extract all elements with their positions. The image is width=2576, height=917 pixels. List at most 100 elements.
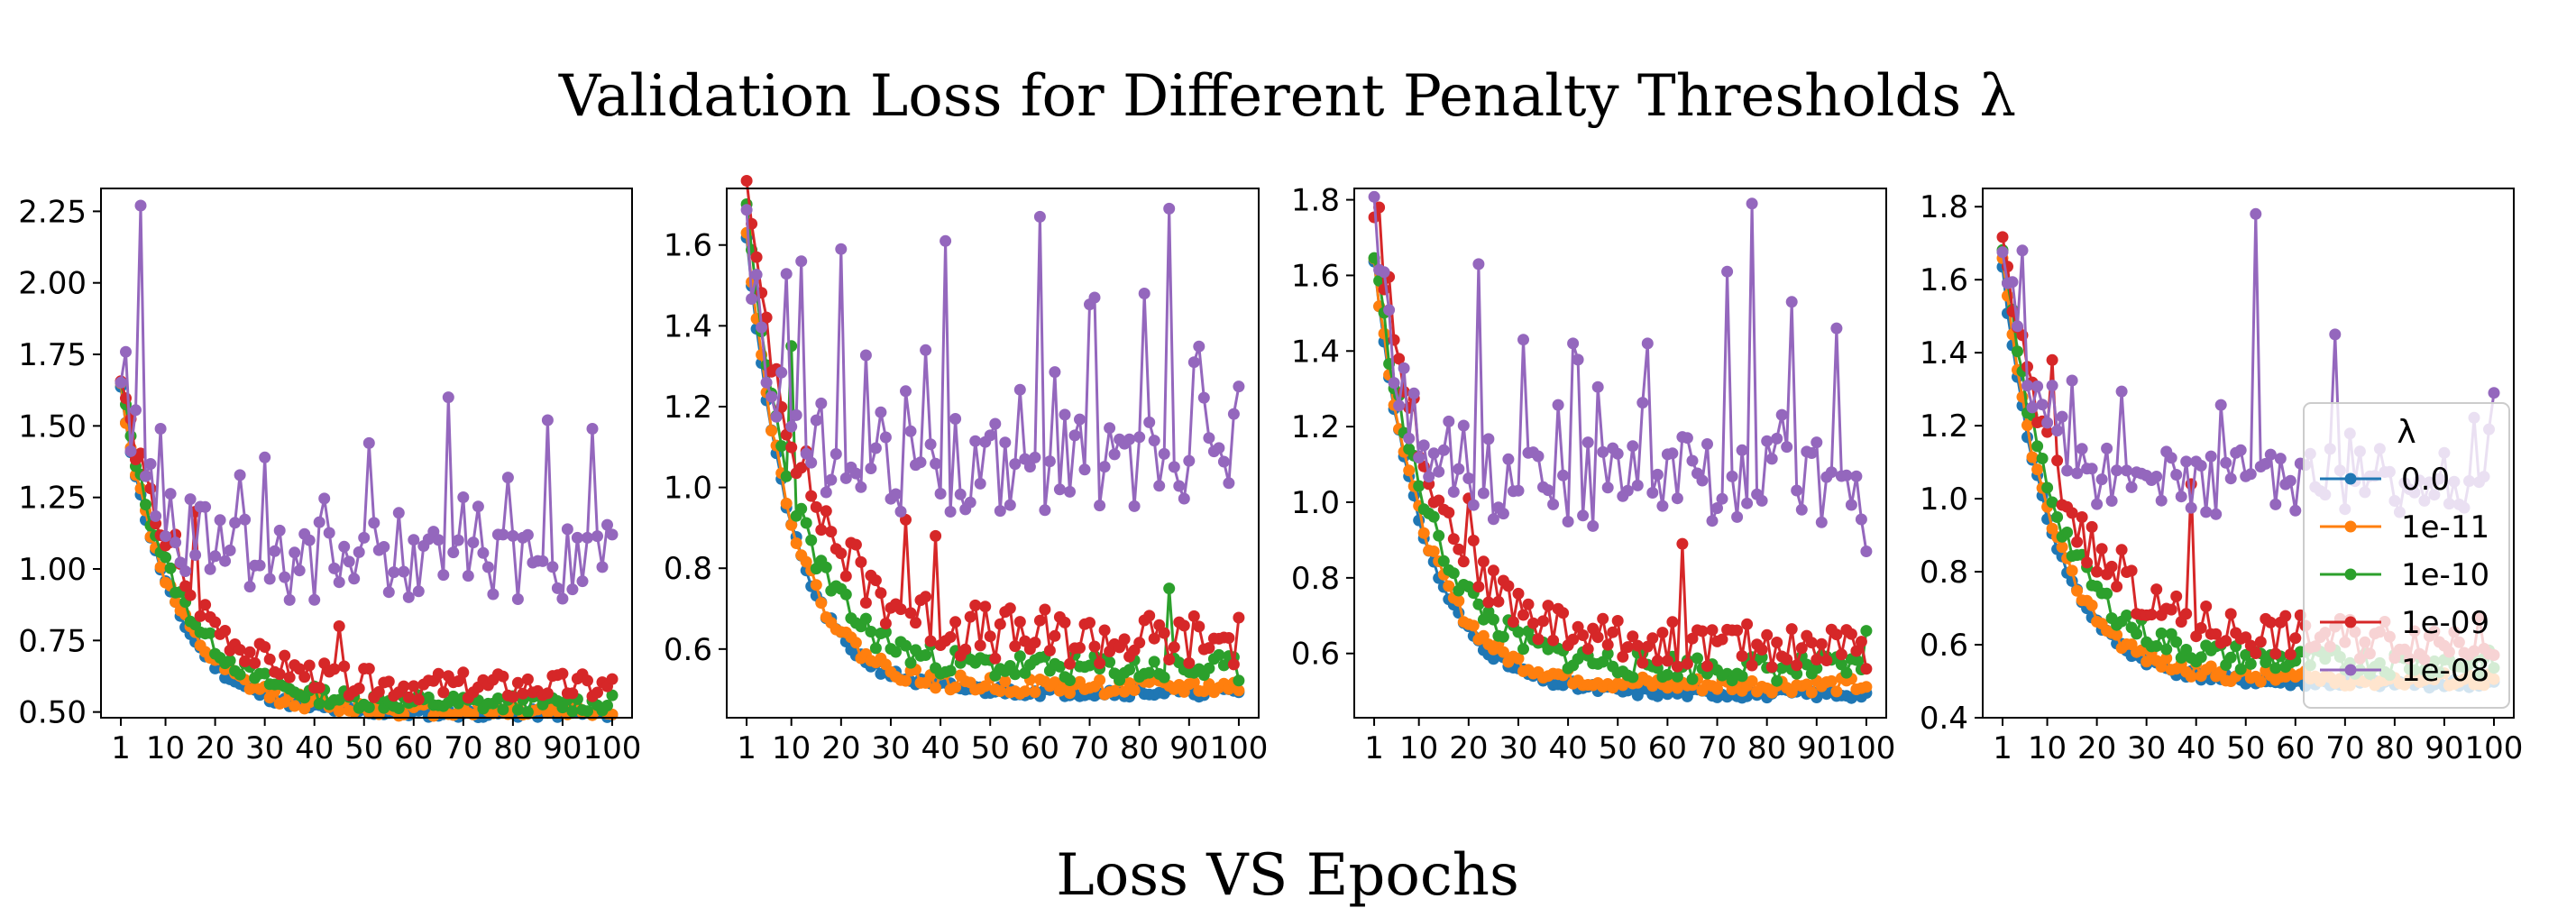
data-point [1845,628,1857,640]
data-point [770,410,783,423]
data-point [1646,632,1659,645]
data-point [1178,492,1190,505]
data-point [795,462,808,474]
data-point [1383,304,1396,316]
data-point [536,555,549,567]
data-point [974,477,986,490]
x-tick-label: 90 [2425,730,2463,766]
data-point [1233,684,1245,697]
data-point [2041,417,2054,429]
data-point [1547,634,1560,646]
data-point [491,692,504,704]
data-point [2012,320,2023,333]
data-point [2066,564,2078,577]
x-tick-label: 80 [1120,730,1159,766]
data-point [815,524,828,536]
data-point [273,668,286,681]
data-point [566,583,579,596]
data-point [2115,385,2128,398]
data-point [2150,640,2163,652]
data-point [333,576,345,589]
data-point [900,639,912,652]
data-point [2105,560,2118,573]
data-point [1197,391,1210,404]
data-point [452,675,464,687]
data-point [1761,435,1774,447]
data-point [541,687,554,700]
y-tick-label: 1.0 [1920,481,1968,518]
data-point [1830,628,1843,641]
data-point [1661,655,1673,667]
data-point [1467,535,1480,546]
data-point [154,561,167,573]
data-point [780,268,793,280]
data-point [566,705,579,718]
data-point [920,591,932,603]
data-point [576,575,589,588]
x-tick-label: 100 [583,730,642,766]
data-point [1118,685,1131,698]
data-point [1049,629,1061,642]
data-point [2269,498,2282,510]
data-point [800,555,812,568]
data-point [2115,544,2128,556]
legend-entry: 0.0 [2320,462,2450,498]
data-point [1746,659,1758,672]
data-point [1696,474,1709,487]
x-tick-label: 10 [2028,730,2067,766]
data-point [517,687,529,700]
x-tick-label: 90 [1169,730,1208,766]
data-point [1088,640,1101,653]
data-point [1193,620,1205,633]
chart-panel-3: 1 10 20 30 40 50 60 70 80 90 100 0.6 0.8 1.0 1.2 1.4 1.6… [1291,183,1895,766]
data-point [1840,469,1853,481]
plot-area [1368,190,1873,704]
panels: 1 10 20 30 40 50 60 70 80 90 1000.500.751.001.251.… [18,175,2523,766]
data-point [1845,499,1857,511]
data-point [1013,616,1026,628]
data-point [546,561,559,573]
data-point [219,555,232,567]
data-point [1681,657,1693,670]
data-point [2046,496,2058,509]
data-point [368,517,380,529]
data-point [1621,484,1634,497]
data-point [2250,647,2262,659]
data-point [402,591,415,603]
data-point [432,667,445,680]
data-point [1587,519,1600,532]
data-point [164,562,177,574]
data-point [775,366,788,379]
x-tick-label: 60 [1648,730,1687,766]
axes-frame [100,188,633,719]
data-point [1850,470,1863,482]
data-point [477,546,490,559]
data-point [839,472,852,484]
data-point [750,251,763,263]
data-point [914,456,927,469]
data-point [2061,464,2074,477]
data-point [1805,447,1818,459]
data-point [890,488,902,500]
data-point [239,656,252,667]
data-point [1378,327,1390,340]
data-point [954,488,967,500]
data-point [815,597,828,610]
data-point [1427,546,1440,557]
legend-marker [2344,472,2357,485]
data-point [1168,641,1180,654]
y-tick-label: 1.0 [664,471,712,507]
data-point [328,663,341,675]
data-point [795,502,808,515]
data-point [2051,425,2064,437]
data-point [1094,657,1106,670]
data-point [2150,471,2163,482]
data-point [338,660,351,673]
data-point [1781,653,1793,665]
data-point [2101,442,2113,454]
x-tick-label: 70 [1070,730,1109,766]
data-point [1004,602,1016,615]
data-point [511,703,524,716]
data-point [1437,444,1450,456]
data-point [298,671,311,683]
